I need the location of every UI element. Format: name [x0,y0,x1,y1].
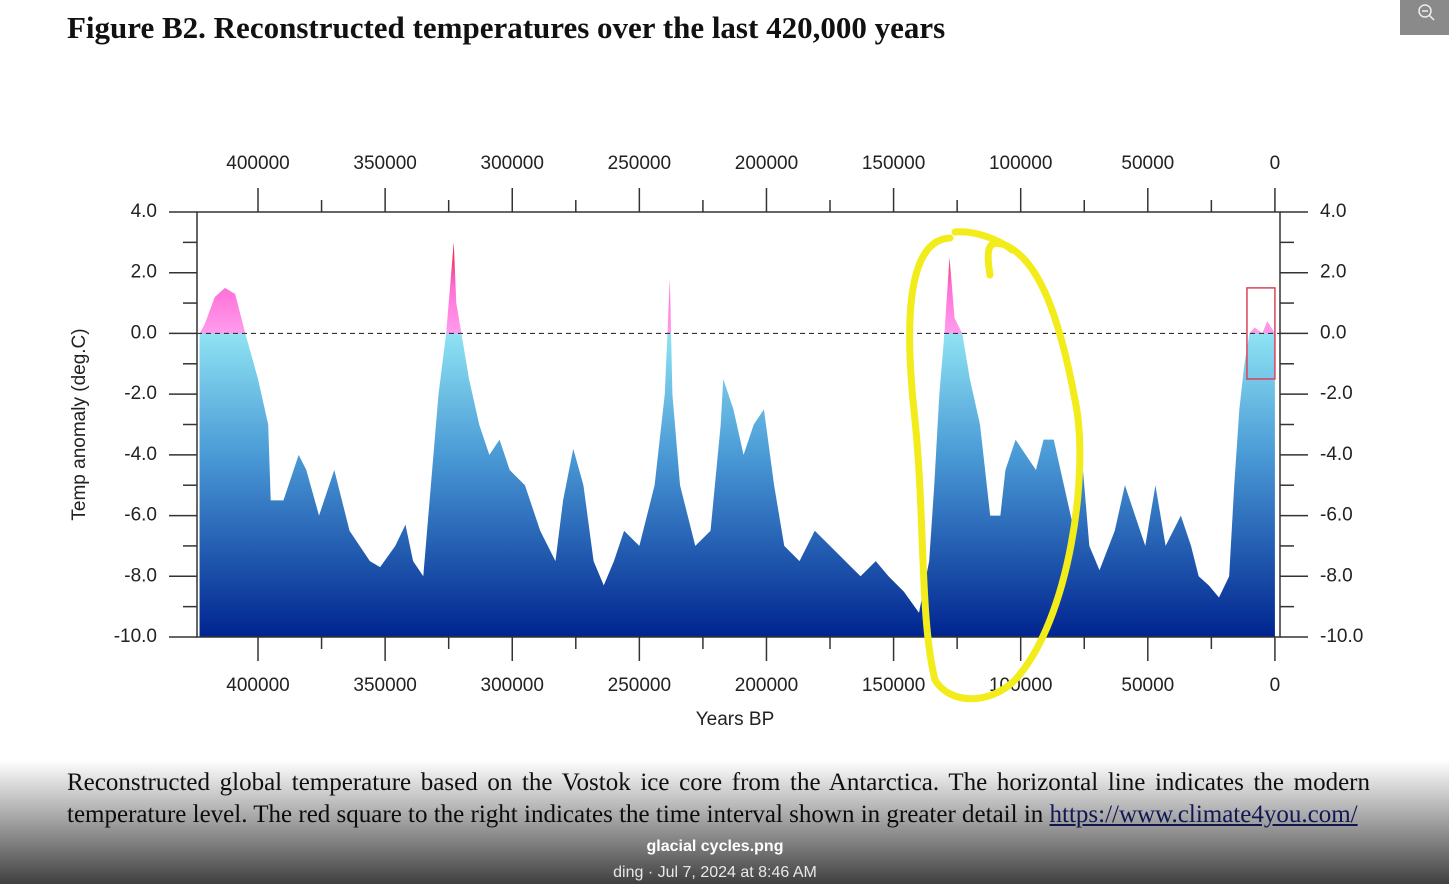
y-tick-label-right: -6.0 [1320,505,1353,526]
x-tick-label: 200000 [735,675,798,696]
y-tick-label-right: 4.0 [1320,201,1346,222]
x-tick-label: 400000 [226,675,289,696]
zoom-button[interactable] [1400,0,1449,35]
y-tick-label-right: 2.0 [1320,262,1346,283]
caption-link[interactable]: https://www.climate4you.com/ [1049,801,1358,828]
x-tick-label: 350000 [353,675,416,696]
x-tick-label-top: 250000 [608,153,671,174]
hand-drawn-ellipse [906,228,1084,703]
file-meta: ding · Jul 7, 2024 at 8:46 AM [613,864,817,881]
y-tick-label-right: 0.0 [1320,322,1346,343]
x-tick-label: 0 [1270,675,1281,696]
y-tick-label: -10.0 [114,626,157,647]
y-tick-label: -2.0 [124,383,157,404]
zoom-icon [1418,4,1435,21]
y-tick-label: -8.0 [124,565,157,586]
x-tick-label-top: 200000 [735,153,798,174]
caption: Reconstructed global temperature based o… [67,767,1370,831]
y-tick-label: -4.0 [124,444,157,465]
highlight-square [1246,287,1276,380]
x-tick-label-top: 350000 [353,153,416,174]
y-axis-label: Temp anomaly (deg.C) [69,328,90,520]
x-tick-label: 300000 [481,675,544,696]
chart: 400000 400000 350000 350000 300000 300000 2500… [69,153,1363,730]
y-tick-label: 4.0 [131,201,157,222]
y-tick-label: 0.0 [131,322,157,343]
x-tick-label-top: 100000 [989,153,1052,174]
y-tick-label: -6.0 [124,505,157,526]
y-tick-label-right: -8.0 [1320,565,1353,586]
x-axis-label: Years BP [696,709,775,730]
y-tick-label-right: -2.0 [1320,383,1353,404]
x-tick-label-top: 50000 [1121,153,1174,174]
x-tick-label: 250000 [608,675,671,696]
temperature-area [199,242,1275,637]
file-name: glacial cycles.png [646,838,784,855]
y-tick-label-right: -10.0 [1320,626,1363,647]
y-tick-label: 2.0 [131,262,157,283]
x-tick-label-top: 300000 [481,153,544,174]
x-tick-label: 150000 [862,675,925,696]
figure-title: Figure B2. Reconstructed temperatures ov… [67,10,946,45]
x-tick-label-top: 0 [1270,153,1281,174]
y-tick-label-right: -4.0 [1320,444,1353,465]
x-tick-label: 50000 [1121,675,1174,696]
x-tick-label-top: 150000 [862,153,925,174]
x-tick-label-top: 400000 [226,153,289,174]
